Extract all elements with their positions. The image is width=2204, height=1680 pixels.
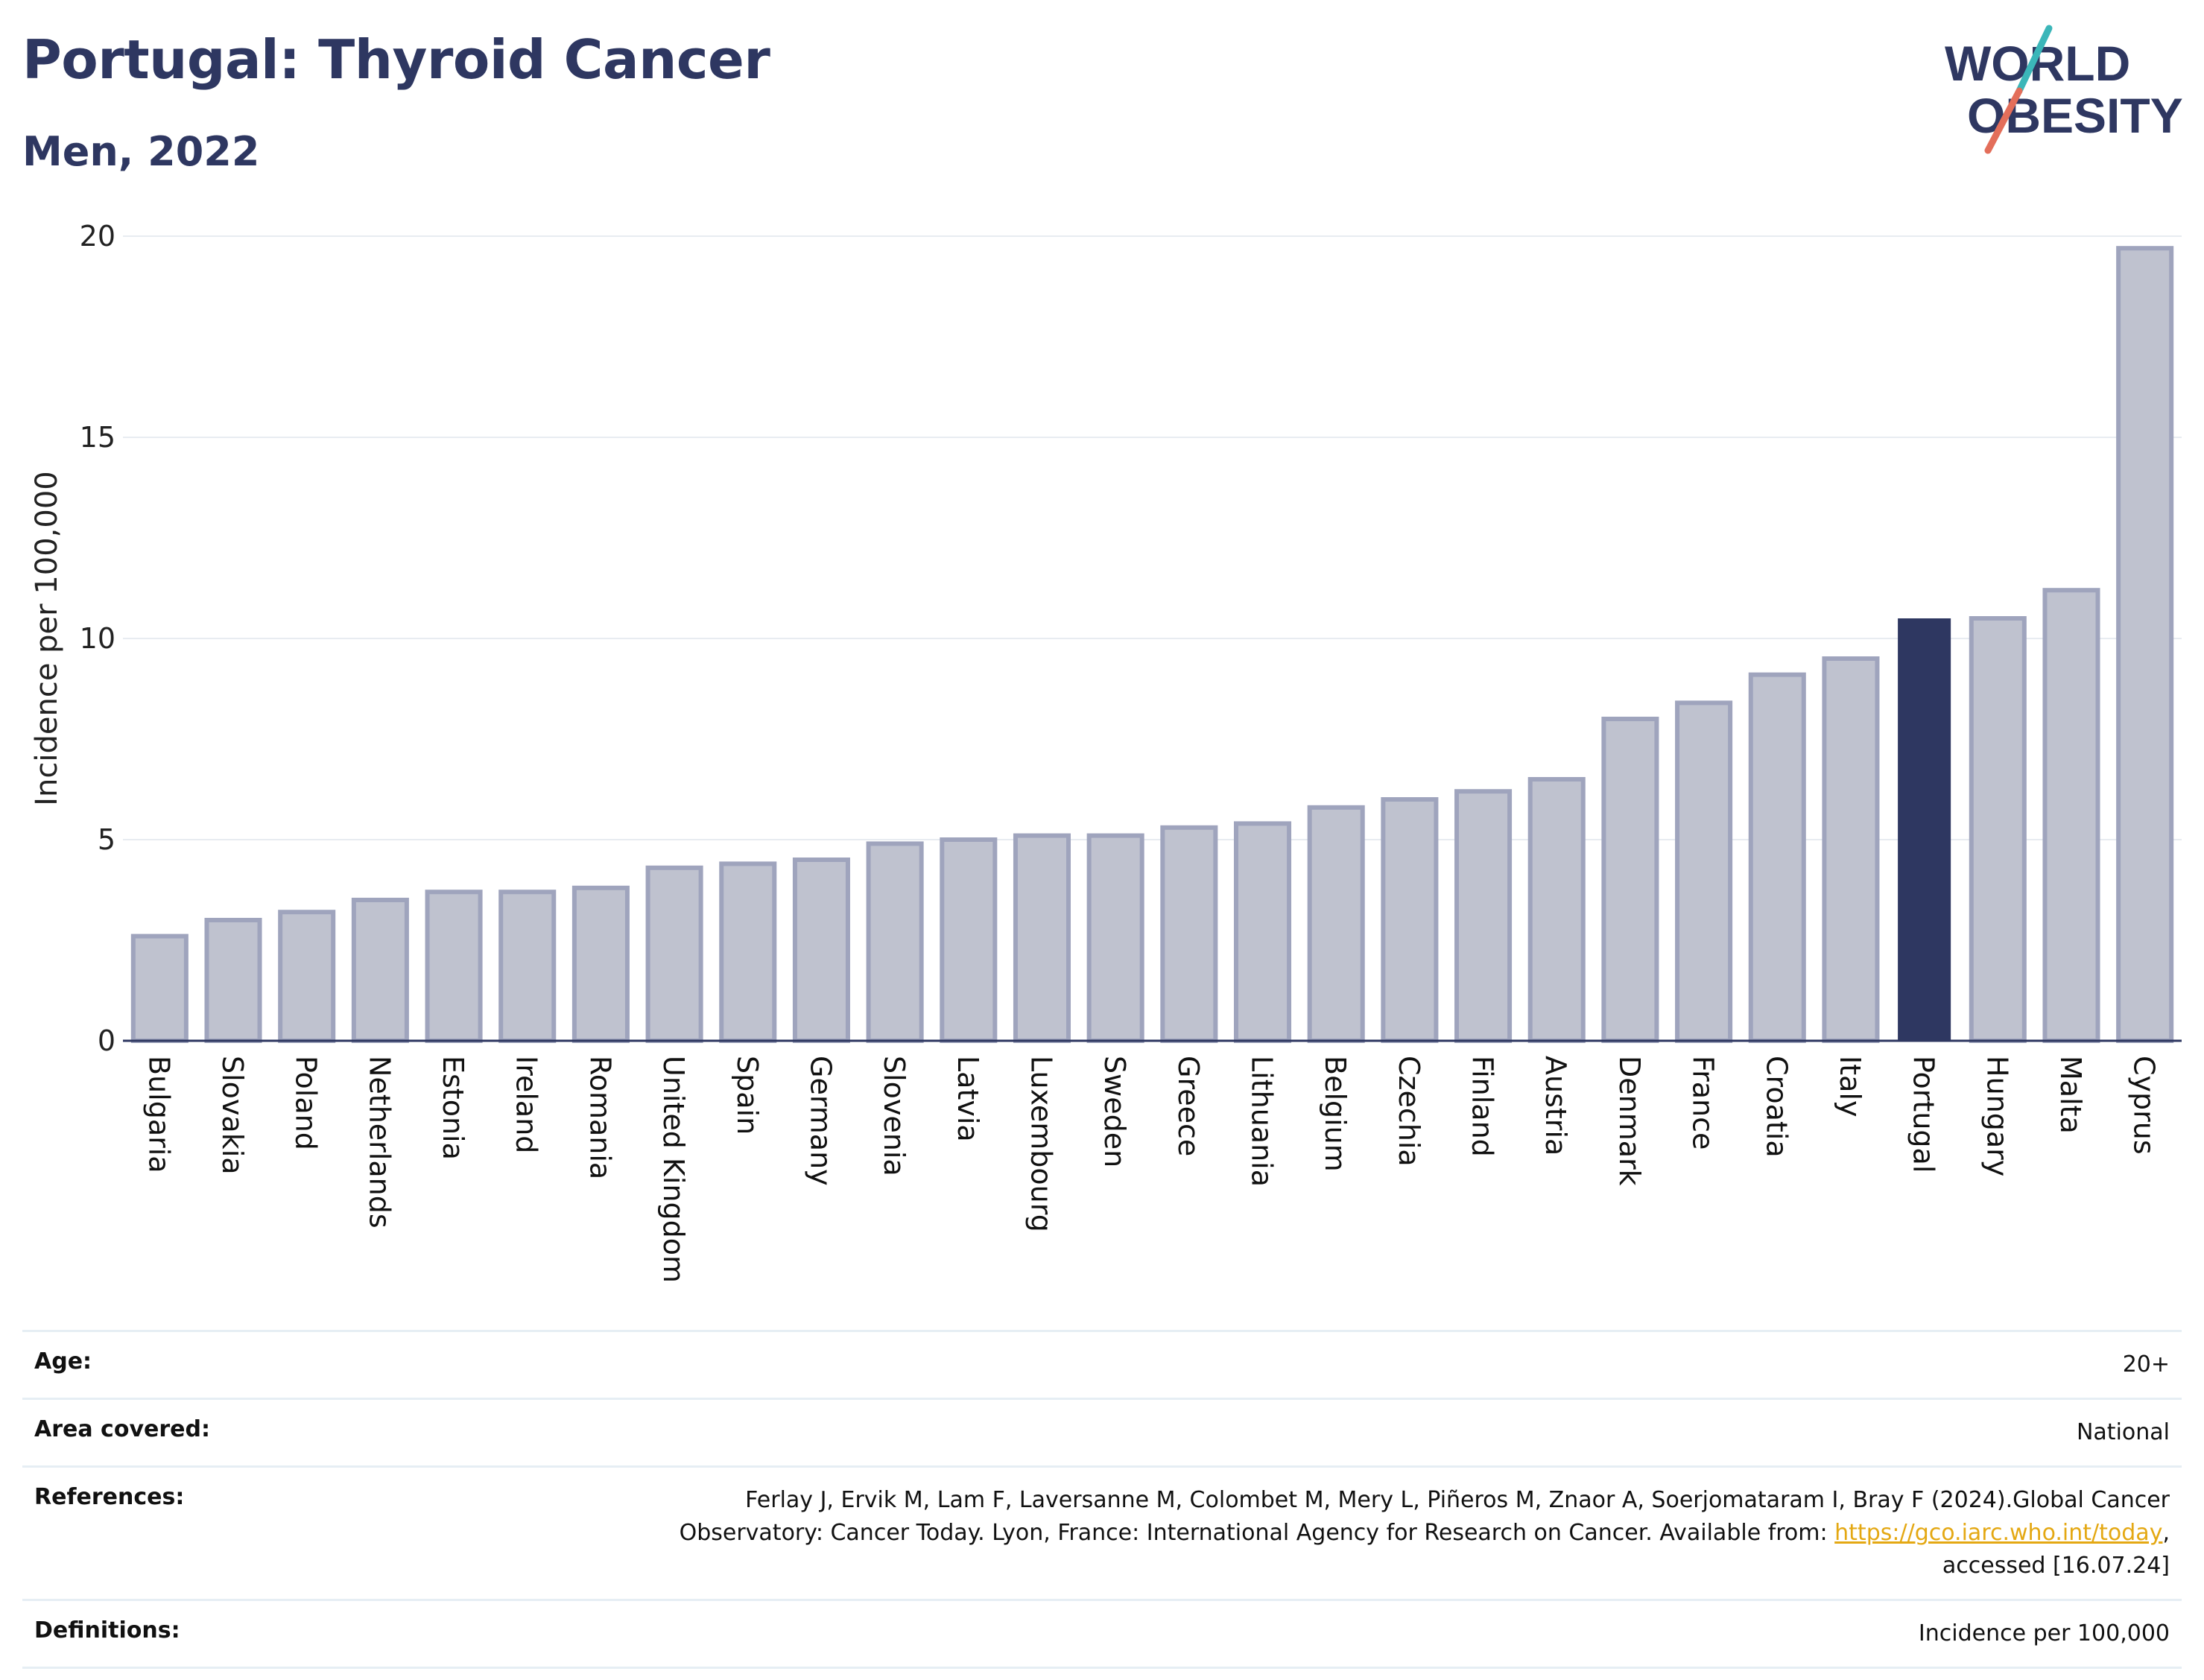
x-tick-label: Bulgaria: [142, 1056, 175, 1173]
bar: [792, 858, 850, 1043]
x-tick-label: Denmark: [1613, 1056, 1646, 1186]
bar: [1160, 825, 1218, 1044]
y-tick-label: 15: [80, 421, 115, 454]
area-label: Area covered:: [34, 1416, 210, 1442]
x-tick-label: Greece: [1172, 1056, 1205, 1156]
bar: [278, 910, 336, 1043]
logo-slash-teal: [2015, 25, 2053, 95]
x-tick-label: Finland: [1466, 1056, 1499, 1157]
bar: [1675, 700, 1733, 1044]
y-tick-label: 20: [80, 220, 115, 253]
references-text: Ferlay J, Ervik M, Lam F, Laversanne M, …: [679, 1487, 2170, 1546]
area-value: National: [2076, 1419, 2170, 1445]
bar: [351, 898, 409, 1043]
world-obesity-logo: WORLD OBESITY: [1945, 25, 2183, 154]
x-tick-label: Romania: [583, 1056, 616, 1179]
x-tick-label: Hungary: [1980, 1056, 2013, 1176]
bar: [1233, 821, 1292, 1044]
definitions-label: Definitions:: [34, 1617, 180, 1643]
bar: [645, 865, 703, 1044]
x-tick-label: Sweden: [1098, 1056, 1131, 1167]
logo-slash-coral: [1984, 87, 2023, 154]
bar: [1086, 833, 1144, 1043]
x-tick-label: Spain: [731, 1056, 764, 1135]
x-tick-label: Netherlands: [363, 1056, 396, 1229]
x-tick-label: Ireland: [510, 1056, 543, 1153]
x-tick-label: Poland: [290, 1056, 323, 1150]
bar: [1969, 616, 2027, 1043]
meta-row-references: References: Ferlay J, Ervik M, Lam F, La…: [22, 1465, 2182, 1599]
metadata-table: Age: 20+ Area covered: National Referenc…: [22, 1330, 2182, 1669]
x-tick-label: Lithuania: [1246, 1056, 1279, 1187]
x-tick-label: Croatia: [1760, 1056, 1793, 1158]
y-tick-label: 5: [98, 823, 115, 856]
chart-title: Portugal: Thyroid Cancer: [22, 28, 770, 91]
x-tick-label: Belgium: [1319, 1056, 1352, 1172]
references-value: Ferlay J, Ervik M, Lam F, Laversanne M, …: [642, 1484, 2170, 1582]
bar: [1307, 805, 1365, 1044]
bar: [1601, 717, 1659, 1043]
age-value: 20+: [2122, 1351, 2170, 1378]
x-tick-label: Latvia: [951, 1056, 984, 1142]
y-tick-label: 10: [80, 622, 115, 655]
bar: [940, 837, 998, 1043]
bar: [498, 890, 557, 1043]
x-tick-label: Malta: [2054, 1056, 2087, 1134]
bar: [1013, 833, 1071, 1043]
chart-subtitle: Men, 2022: [22, 128, 260, 175]
bar: [130, 933, 189, 1043]
bar: [1454, 789, 1513, 1043]
x-tick-label: Austria: [1539, 1056, 1572, 1156]
bar: [1381, 797, 1439, 1043]
x-tick-label: Slovenia: [878, 1056, 911, 1176]
y-axis-label: Incidence per 100,000: [30, 471, 64, 806]
references-label: References:: [34, 1484, 185, 1510]
y-tick-label: 0: [98, 1024, 115, 1057]
x-tick-label: Czechia: [1393, 1056, 1425, 1167]
x-tick-label: Luxembourg: [1025, 1056, 1057, 1232]
definitions-value: Incidence per 100,000: [1918, 1620, 2170, 1646]
bar: [204, 918, 262, 1043]
meta-row-definitions: Definitions: Incidence per 100,000: [22, 1599, 2182, 1669]
x-tick-label: Italy: [1834, 1056, 1866, 1117]
bar: [571, 885, 630, 1044]
bar: [719, 861, 777, 1044]
bar: [425, 890, 483, 1043]
x-tick-label: Cyprus: [2128, 1056, 2161, 1155]
bar: [1527, 777, 1586, 1043]
bar: [2116, 246, 2174, 1044]
references-link[interactable]: https://gco.iarc.who.int/today: [1834, 1520, 2163, 1546]
bar: [866, 841, 924, 1044]
references-suffix: , accessed [16.07.24]: [1942, 1520, 2170, 1579]
x-tick-label: Portugal: [1907, 1056, 1940, 1173]
meta-row-area: Area covered: National: [22, 1398, 2182, 1465]
bar-highlighted: [1898, 618, 1951, 1041]
x-tick-label: United Kingdom: [657, 1056, 690, 1283]
x-tick-label: Slovakia: [216, 1056, 249, 1175]
bar: [1822, 656, 1880, 1043]
x-tick-label: Estonia: [437, 1056, 469, 1160]
meta-row-age: Age: 20+: [22, 1330, 2182, 1398]
bar: [1748, 672, 1806, 1043]
bar-chart: 0 5 10 15 20 Incidence per 100,000 Bulgaria Slo…: [30, 220, 2182, 1283]
x-tick-label: Germany: [804, 1056, 837, 1186]
age-label: Age:: [34, 1348, 92, 1375]
bar: [2042, 588, 2100, 1043]
x-tick-label: France: [1687, 1056, 1720, 1150]
